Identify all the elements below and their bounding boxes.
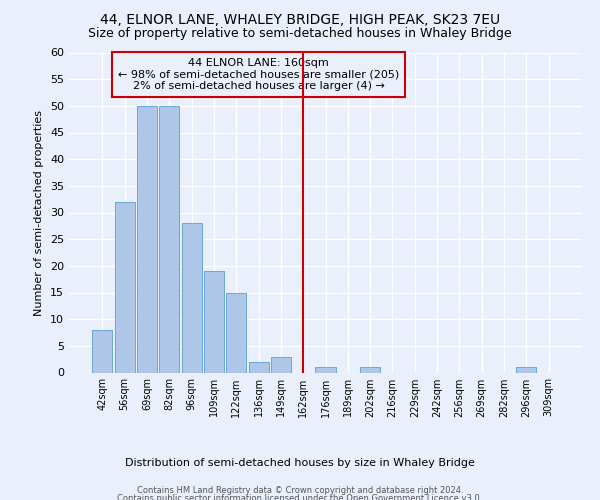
Bar <box>182 223 202 372</box>
Y-axis label: Number of semi-detached properties: Number of semi-detached properties <box>34 110 44 316</box>
Bar <box>516 367 536 372</box>
Bar <box>92 330 112 372</box>
Bar <box>204 271 224 372</box>
Bar <box>248 362 269 372</box>
Text: Distribution of semi-detached houses by size in Whaley Bridge: Distribution of semi-detached houses by … <box>125 458 475 468</box>
Bar <box>271 356 291 372</box>
Text: Size of property relative to semi-detached houses in Whaley Bridge: Size of property relative to semi-detach… <box>88 28 512 40</box>
Text: 44 ELNOR LANE: 160sqm
← 98% of semi-detached houses are smaller (205)
2% of semi: 44 ELNOR LANE: 160sqm ← 98% of semi-deta… <box>118 58 399 91</box>
Text: Contains HM Land Registry data © Crown copyright and database right 2024.: Contains HM Land Registry data © Crown c… <box>137 486 463 495</box>
Bar <box>137 106 157 372</box>
Text: Contains public sector information licensed under the Open Government Licence v3: Contains public sector information licen… <box>118 494 482 500</box>
Bar <box>360 367 380 372</box>
Bar <box>316 367 335 372</box>
Bar <box>115 202 135 372</box>
Text: 44, ELNOR LANE, WHALEY BRIDGE, HIGH PEAK, SK23 7EU: 44, ELNOR LANE, WHALEY BRIDGE, HIGH PEAK… <box>100 12 500 26</box>
Bar <box>159 106 179 372</box>
Bar <box>226 292 246 372</box>
